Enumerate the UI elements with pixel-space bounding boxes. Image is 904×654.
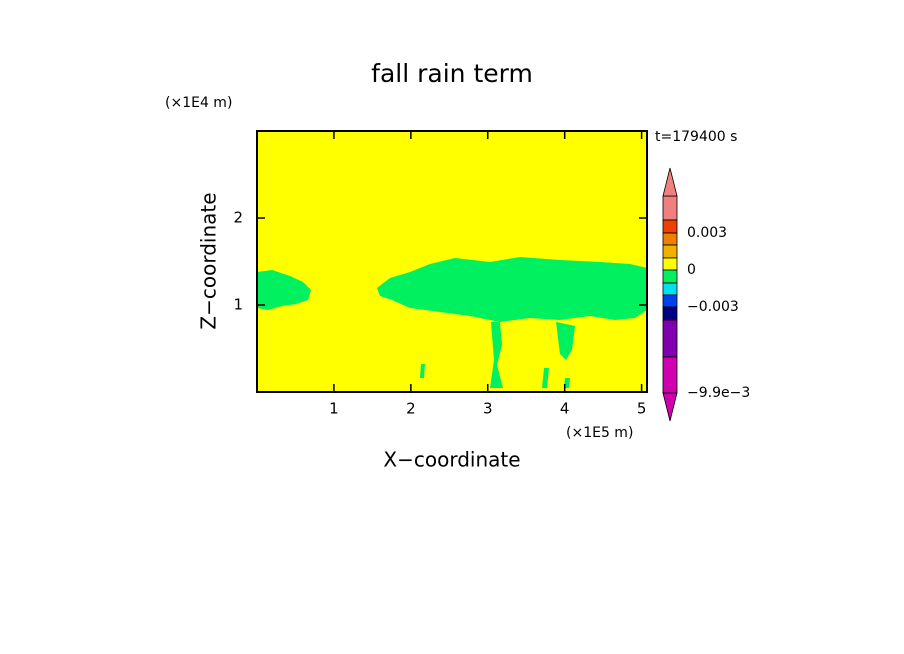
chart-title: fall rain term [371,59,533,88]
contour-region [490,322,503,388]
colorbar-segment [662,244,678,259]
colorbar-segment [662,219,678,234]
x-tick-label: 4 [560,400,570,418]
colorbar-segment [662,282,678,296]
colorbar-segment [662,269,678,284]
colorbar-tick-label: 0.003 [687,225,727,241]
contour-region [377,257,647,322]
y-axis-label: Z−coordinate [197,192,221,329]
plot-frame [256,130,648,393]
y-unit: (×1E4 m) [165,95,232,111]
contour-region [556,322,575,360]
contour-region [564,378,570,388]
colorbar-segment [662,356,678,394]
colorbar-segment [662,319,678,358]
colorbar-tick-label: −0.003 [687,299,739,315]
contour-region [420,364,425,378]
x-axis-label: X−coordinate [383,448,520,472]
colorbar-segment [662,232,678,246]
colorbar-extend-top [662,167,678,197]
colorbar-segment [662,294,678,308]
colorbar-tick-label: 0 [687,262,696,278]
x-tick-label: 2 [406,400,416,418]
contour-region [257,270,311,310]
colorbar-segment [662,195,678,221]
colorbar-segment [662,306,678,321]
contour-region [542,368,549,388]
colorbar-segment [662,257,678,271]
y-tick-label: 1 [233,296,243,314]
y-tick-label: 2 [233,209,243,227]
x-tick-label: 5 [637,400,647,418]
x-unit: (×1E5 m) [566,425,633,441]
x-tick-label: 3 [483,400,493,418]
colorbar-extend-bottom [662,392,678,422]
colorbar-tick-label: −9.9e−3 [687,385,750,401]
time-annotation: t=179400 s [655,129,737,145]
x-tick-label: 1 [329,400,339,418]
